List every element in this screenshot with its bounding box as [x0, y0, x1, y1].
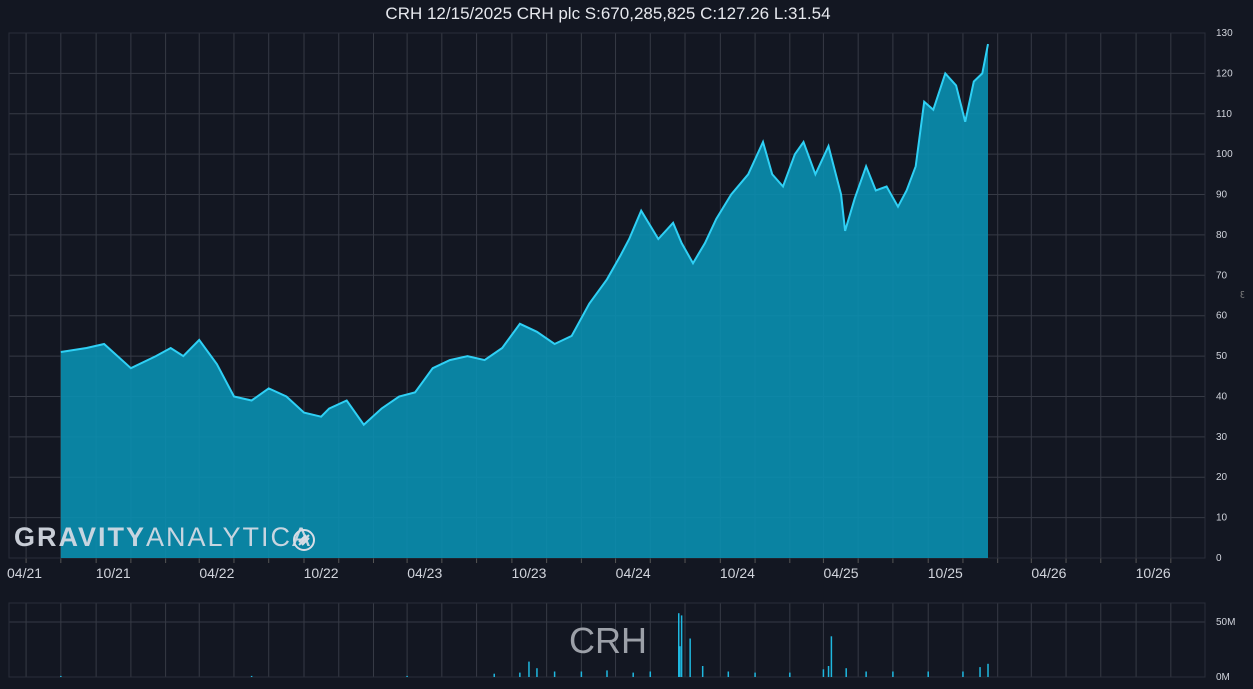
price-line	[60, 43, 989, 427]
y-tick-label: 60	[1216, 311, 1228, 322]
y-tick-label: 110	[1216, 109, 1232, 120]
y-tick-label: 0	[1216, 553, 1222, 564]
y-tick-label: 40	[1216, 391, 1228, 402]
volume-bars	[60, 613, 989, 677]
volume-tick-label: 50M	[1216, 617, 1235, 628]
price-area	[60, 44, 989, 559]
chart-title: CRH 12/15/2025 CRH plc S:670,285,825 C:1…	[385, 4, 831, 23]
y-tick-label: 10	[1216, 513, 1228, 524]
volume-axis-labels: 0M 50M	[1216, 617, 1235, 683]
y-tick-label: 70	[1216, 270, 1228, 281]
y-tick-label: 20	[1216, 472, 1228, 483]
x-tick-label: 04/24	[616, 565, 651, 581]
y-tick-label: 50	[1216, 351, 1228, 362]
y-tick-label: 100	[1216, 149, 1233, 160]
volume-tick-label: 0M	[1216, 672, 1230, 683]
price-axis-labels: 0 10 20 30 40 50 60 70 80 90 100 110 120 130	[1216, 28, 1233, 564]
x-tick-label: 04/22	[199, 565, 234, 581]
y-tick-label: 30	[1216, 432, 1228, 443]
x-tick-label: 10/23	[511, 565, 546, 581]
x-tick-label: 10/25	[928, 565, 963, 581]
gravity-analytica-logo: GRAVITYANALYTICA	[14, 522, 313, 552]
rocket-icon	[293, 529, 315, 551]
x-tick-label: 04/21	[7, 565, 42, 581]
x-tick-label: 04/26	[1031, 565, 1066, 581]
ticker-watermark: CRH	[569, 620, 647, 661]
axis-menu-icon[interactable]: ꜫ	[1240, 288, 1245, 298]
x-tick-label: 04/23	[407, 565, 442, 581]
y-tick-label: 80	[1216, 230, 1228, 241]
x-tick-label: 10/24	[720, 565, 755, 581]
date-axis-labels: 04/21 10/21 04/22 10/22 04/23 10/23 04/24 10/24…	[7, 565, 1171, 581]
x-tick-label: 10/26	[1136, 565, 1171, 581]
x-tick-label: 10/22	[304, 565, 339, 581]
x-tick-label: 04/25	[824, 565, 859, 581]
x-tick-label: 10/21	[96, 565, 131, 581]
y-tick-label: 130	[1216, 28, 1233, 39]
y-tick-label: 90	[1216, 190, 1228, 201]
y-tick-label: 120	[1216, 68, 1233, 79]
